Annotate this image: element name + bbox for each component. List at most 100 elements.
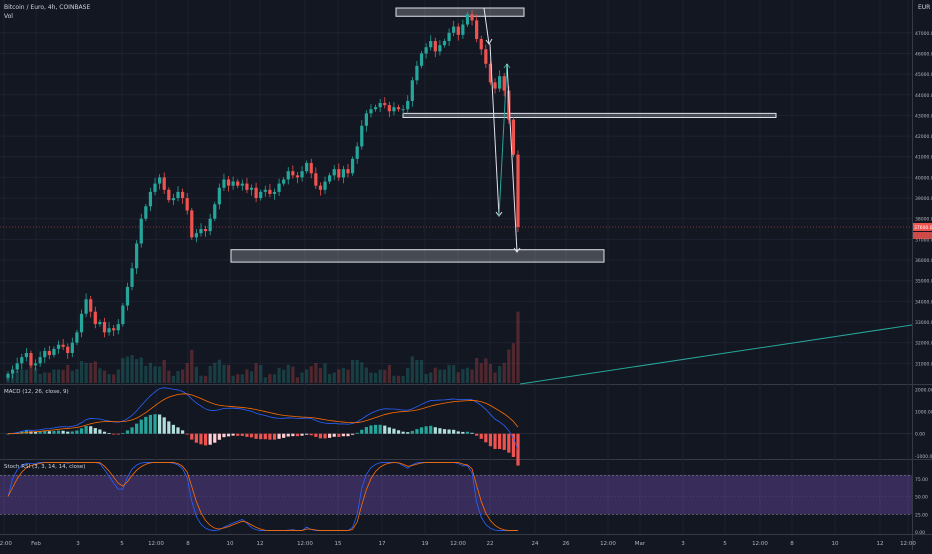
stoch-rsi-pane: [0, 462, 912, 531]
x-tick-label: 26: [563, 541, 570, 547]
candle-body: [6, 373, 10, 378]
volume-bar: [121, 358, 125, 383]
volume-bar: [383, 369, 387, 383]
candle-body: [452, 26, 456, 33]
volume-bar: [484, 358, 488, 383]
macd-y-tick-label: 0.00: [915, 432, 925, 438]
volume-bar: [272, 374, 277, 383]
macd-histogram-bar: [332, 433, 336, 437]
macd-histogram-bar: [171, 424, 176, 434]
candle-body: [52, 348, 56, 356]
volume-bar: [341, 367, 346, 383]
volume-bar: [194, 366, 198, 383]
macd-histogram-bar: [43, 431, 47, 434]
candle-body: [429, 41, 433, 48]
price-zones[interactable]: [230, 7, 777, 263]
macd-histogram-bar: [75, 430, 79, 434]
volume-bar: [369, 372, 373, 383]
volume-bar: [286, 364, 290, 383]
macd-histogram-bar: [70, 431, 74, 434]
candle-body: [461, 24, 465, 35]
volume-bar: [89, 363, 93, 383]
macd-histogram-bar: [231, 433, 235, 436]
projection-arrows: [483, 7, 521, 253]
volume-bar: [226, 365, 231, 383]
candle-body: [396, 107, 401, 110]
macd-y-tick-label: -1000.00: [915, 454, 932, 460]
volume-bar: [364, 367, 368, 383]
macd-histogram-bar: [29, 431, 33, 434]
candle-body: [493, 82, 497, 89]
macd-histogram-bar: [89, 426, 93, 434]
volume-bar: [236, 374, 240, 383]
candle-body: [194, 233, 198, 238]
resistance-zone-box[interactable]: [402, 112, 777, 118]
volume-bar: [502, 362, 506, 383]
candle-body: [47, 350, 51, 356]
macd-histogram-bar: [47, 431, 51, 434]
candle-body: [199, 229, 203, 234]
volume-bar: [217, 359, 221, 383]
rsi-y-tick-label: 75.00: [915, 477, 928, 483]
candle-body: [328, 175, 332, 182]
candle-body: [433, 41, 437, 52]
volume-bar: [415, 359, 419, 383]
macd-histogram-bar: [429, 425, 433, 434]
macd-histogram-bar: [180, 430, 185, 434]
stoch-rsi-band: [0, 475, 912, 515]
time-axis[interactable]: 12:00 Feb 3 5 12:00 8 10 12 12:00 15 17 19 12:00 22 24…: [0, 541, 916, 547]
volume-bar: [401, 376, 405, 383]
volume-bar: [84, 362, 88, 383]
candle-body: [84, 299, 88, 314]
arrow-path: [506, 63, 518, 253]
y-tick-label: 45000.00: [915, 72, 932, 78]
y-tick-label: 31000.00: [915, 361, 932, 367]
price-axes[interactable]: 47000.00 46000.00 45000.00 44000.00 43000.00…: [913, 31, 932, 536]
candle-body: [282, 179, 286, 184]
volume-bar: [263, 377, 267, 383]
volume-bar: [277, 367, 281, 383]
top-zone-box[interactable]: [395, 7, 525, 17]
last-price-label: 37600.00: [914, 225, 932, 231]
macd-histogram-bar: [337, 433, 341, 437]
volume-bar: [116, 369, 120, 383]
macd-histogram-bar: [433, 427, 437, 434]
volume-bar: [456, 372, 460, 383]
volume-bar: [323, 363, 327, 383]
macd-histogram-bar: [61, 430, 65, 434]
candle-body: [20, 357, 24, 364]
support-zone-box[interactable]: [230, 249, 605, 263]
volume-bar: [245, 369, 249, 383]
candle-body: [277, 183, 281, 192]
candle-body: [15, 363, 19, 370]
macd-histogram-bar: [139, 419, 143, 434]
macd-histogram-bar: [79, 428, 84, 434]
macd-histogram-bar: [66, 431, 70, 434]
macd-histogram-bar: [6, 433, 10, 435]
macd-histogram-bar: [373, 424, 378, 434]
volume-bar: [498, 366, 502, 383]
macd-histogram-bar: [479, 433, 483, 439]
macd-histogram-bar: [222, 433, 226, 438]
candle-body: [240, 183, 244, 186]
candle-body: [502, 76, 506, 91]
macd-histogram-bar: [378, 424, 382, 434]
volume-bar: [387, 365, 391, 383]
candle-body: [286, 171, 290, 180]
macd-histogram-bar: [475, 433, 479, 436]
volume-bar: [433, 367, 437, 383]
candle-body: [378, 103, 382, 108]
candle-body: [79, 313, 84, 333]
macd-histogram-bar: [190, 433, 194, 440]
macd-histogram-bar: [56, 430, 61, 434]
candle-body: [332, 169, 336, 176]
macd-histogram-bar: [199, 433, 203, 445]
volume-bar: [153, 366, 157, 383]
volume-bar: [125, 356, 130, 383]
arrow-path: [498, 63, 508, 217]
candle-body: [516, 154, 520, 227]
last-price-tag: [913, 222, 932, 231]
